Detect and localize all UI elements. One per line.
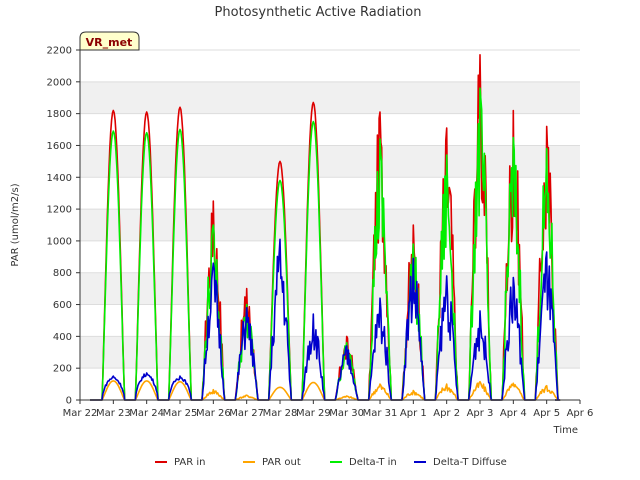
x-tick-label: Mar 27: [229, 408, 264, 419]
y-tick-label: 800: [53, 268, 72, 279]
x-tick-label: Mar 25: [163, 408, 198, 419]
legend-item: Delta-T Diffuse: [414, 457, 507, 468]
y-tick-label: 1800: [47, 109, 72, 120]
x-tick-label: Mar 29: [296, 408, 331, 419]
x-tick-label: Apr 5: [533, 408, 560, 419]
plot-band: [80, 368, 580, 400]
x-tick-label: Mar 30: [329, 408, 364, 419]
y-tick-label: 1400: [47, 173, 72, 184]
legend-label: PAR out: [262, 457, 301, 468]
plot-band: [80, 113, 580, 146]
y-tick-label: 2200: [47, 46, 72, 57]
legend-label: Delta-T Diffuse: [433, 457, 507, 468]
x-tick-label: Mar 31: [363, 408, 398, 419]
plot-axes: 0 200 400 600 800 1000 1200 1400 1600 1800 2000 220…: [47, 46, 594, 420]
plot-band: [80, 81, 580, 114]
x-tick-label: Apr 3: [467, 408, 494, 419]
legend-item: PAR out: [243, 457, 301, 468]
site-badge-label: VR_met: [86, 36, 133, 49]
site-badge: VR_met: [79, 31, 140, 51]
y-axis-label: PAR (umol/m2/s): [10, 183, 21, 266]
x-tick-label: Apr 2: [433, 408, 460, 419]
plot-band: [80, 240, 580, 273]
plot-background-bands: [80, 50, 580, 400]
legend-item: PAR in: [155, 457, 205, 468]
y-tick-label: 600: [53, 300, 72, 311]
y-tick-label: 200: [53, 364, 72, 375]
x-tick-label: Mar 24: [129, 408, 164, 419]
x-tick-label: Apr 1: [400, 408, 427, 419]
x-axis-label: Time: [553, 425, 578, 436]
legend: PAR in PAR out Delta-T in Delta-T Diffuse: [155, 457, 507, 468]
y-tick-label: 0: [66, 396, 72, 407]
plot-band: [80, 145, 580, 178]
plot-band: [80, 209, 580, 241]
x-tick-label: Apr 6: [567, 408, 594, 419]
plot-band: [80, 177, 580, 210]
y-tick-label: 1000: [47, 236, 72, 247]
x-tick-label: Mar 26: [196, 408, 231, 419]
plot-band: [80, 304, 580, 337]
legend-label: Delta-T in: [349, 457, 397, 468]
legend-item: Delta-T in: [330, 457, 397, 468]
plot-band: [80, 272, 580, 305]
plot-band: [80, 336, 580, 369]
x-tick-label: Mar 22: [63, 408, 98, 419]
y-tick-label: 1600: [47, 141, 72, 152]
chart-title: Photosynthetic Active Radiation: [215, 5, 422, 20]
y-tick-label: 2000: [47, 77, 72, 88]
plot-band: [80, 50, 580, 82]
y-tick-label: 1200: [47, 205, 72, 216]
x-tick-label: Apr 4: [500, 408, 527, 419]
x-tick-label: Mar 23: [96, 408, 131, 419]
legend-label: PAR in: [174, 457, 205, 468]
x-tick-label: Mar 28: [263, 408, 298, 419]
y-tick-label: 400: [53, 332, 72, 343]
